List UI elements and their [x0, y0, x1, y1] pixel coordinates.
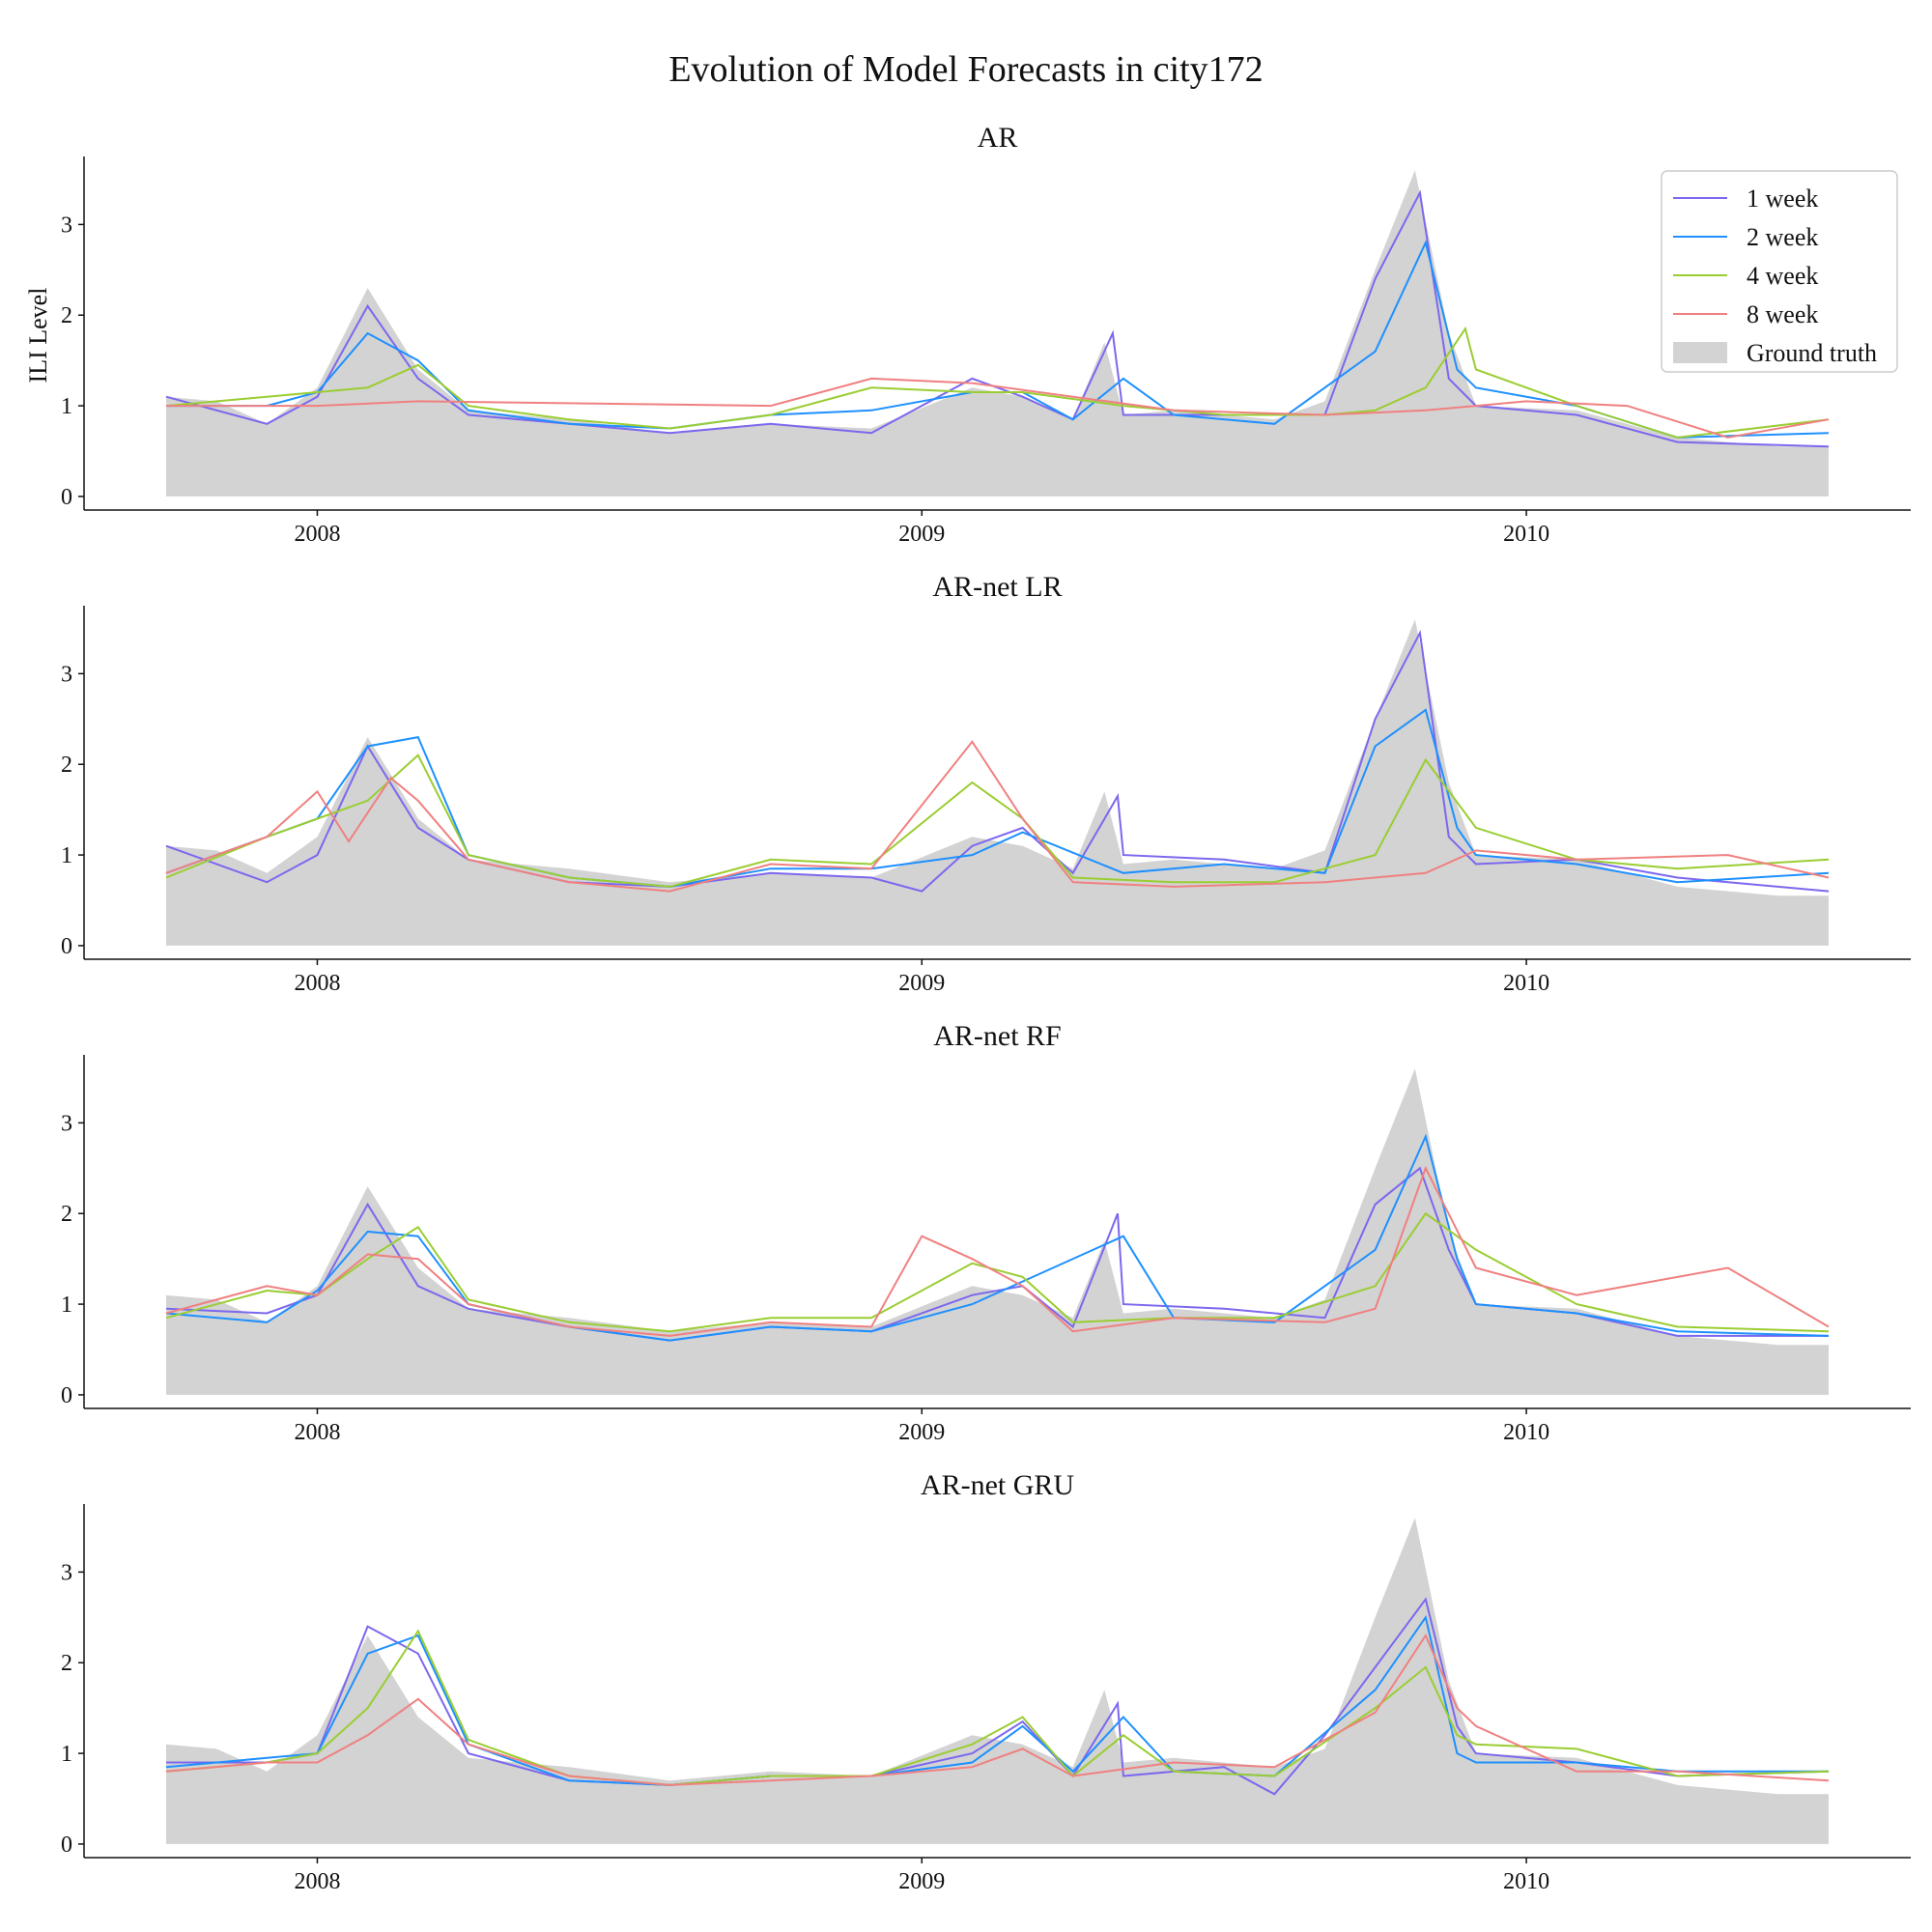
y-tick-label: 0: [61, 1833, 72, 1858]
panel-title: AR-net RF: [933, 1020, 1062, 1052]
legend-label: 1 week: [1747, 185, 1818, 213]
y-tick-label: 0: [61, 934, 72, 959]
x-tick-label: 2008: [294, 1420, 340, 1445]
x-tick-label: 2008: [294, 1869, 340, 1894]
series-line-4-week: [165, 1629, 1830, 1786]
x-tick-label: 2010: [1503, 1420, 1549, 1445]
legend-label: 8 week: [1747, 300, 1818, 328]
y-tick-label: 3: [61, 662, 72, 687]
x-tick-label: 2009: [898, 1420, 945, 1445]
series-line-4-week: [165, 753, 1830, 888]
y-tick-label: 2: [61, 753, 72, 778]
y-tick-label: 1: [61, 843, 72, 868]
y-tick-label: 3: [61, 213, 72, 238]
y-tick-label: 1: [61, 394, 72, 419]
series-line-1-week: [165, 629, 1830, 893]
panel-1: AR-net LR 0 1 2 3 2008 2009 2010: [61, 571, 1911, 996]
series-line-2-week: [165, 1133, 1830, 1342]
series-line-8-week: [165, 740, 1830, 893]
panel-title: AR: [978, 122, 1018, 154]
legend-box: [1661, 170, 1898, 373]
series-line-1-week: [165, 189, 1830, 448]
x-tick-label: 2009: [898, 971, 945, 996]
y-tick-label: 2: [61, 303, 72, 328]
panel-title: AR-net LR: [932, 571, 1062, 603]
legend-label: 4 week: [1747, 262, 1818, 290]
x-tick-label: 2010: [1503, 1869, 1549, 1894]
y-tick-label: 1: [61, 1293, 72, 1318]
y-tick-label: 2: [61, 1651, 72, 1676]
x-tick-label: 2009: [898, 1869, 945, 1894]
series-line-8-week: [165, 1165, 1830, 1337]
series-line-2-week: [165, 1614, 1829, 1786]
ground-truth-area: [166, 1518, 1829, 1844]
figure-title: Evolution of Model Forecasts in city172: [668, 49, 1264, 90]
ground-truth-area: [166, 1068, 1829, 1395]
legend-label: 2 week: [1747, 223, 1818, 251]
y-tick-label: 0: [61, 1383, 72, 1408]
x-tick-label: 2010: [1503, 971, 1549, 996]
y-tick-label: 2: [61, 1202, 72, 1227]
x-tick-label: 2008: [294, 522, 340, 547]
panel-0: AR 0 1 2 3 2008 2009 2010 ILI Level 1 week 2 week 4…: [24, 122, 1911, 547]
y-tick-label: 1: [61, 1742, 72, 1767]
x-tick-label: 2008: [294, 971, 340, 996]
series-line-1-week: [165, 1166, 1829, 1342]
y-axis-label: ILI Level: [24, 288, 52, 384]
x-tick-label: 2009: [898, 522, 945, 547]
panel-2: AR-net RF 0 1 2 3 2008 2009 2010: [61, 1020, 1911, 1445]
y-tick-label: 3: [61, 1111, 72, 1136]
series-line-4-week: [165, 326, 1830, 439]
y-tick-label: 3: [61, 1560, 72, 1585]
legend-swatch: [1673, 342, 1727, 363]
series-line-2-week: [165, 708, 1830, 888]
legend: 1 week 2 week 4 week 8 week Ground truth: [1661, 170, 1898, 373]
series-line-4-week: [165, 1211, 1830, 1333]
ground-truth-area: [166, 170, 1829, 497]
series-line-8-week: [166, 377, 1830, 439]
panel-3: AR-net GRU 0 1 2 3 2008 2009 2010: [61, 1469, 1911, 1894]
series-line-8-week: [165, 1634, 1830, 1786]
x-tick-label: 2010: [1503, 522, 1549, 547]
y-tick-label: 0: [61, 485, 72, 510]
legend-label: Ground truth: [1747, 339, 1877, 367]
ground-truth-area: [166, 619, 1829, 946]
panel-title: AR-net GRU: [921, 1469, 1074, 1501]
